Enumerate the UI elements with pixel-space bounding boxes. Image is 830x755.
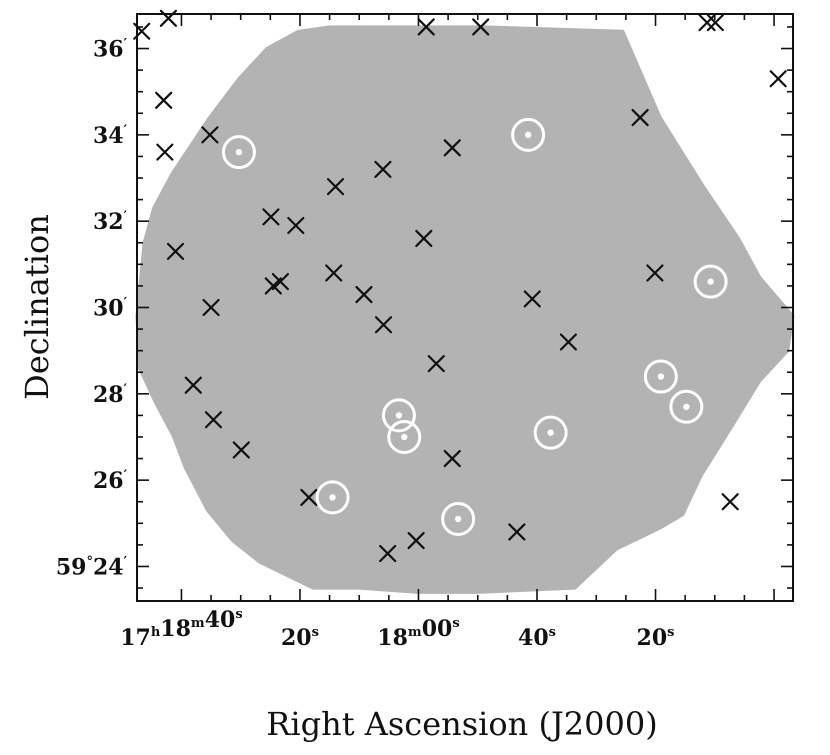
- x-marker-point: [326, 178, 345, 196]
- circle-marker-point: [441, 501, 476, 536]
- x-marker-point: [166, 242, 185, 260]
- y-tick-label: 32′: [93, 209, 128, 235]
- circle-marker-point: [387, 419, 422, 454]
- x-marker-point: [379, 544, 397, 563]
- circle-marker-point: [511, 117, 546, 152]
- x-marker-point: [415, 229, 433, 248]
- x-marker-point: [706, 14, 724, 32]
- x-marker-point: [427, 355, 445, 373]
- x-marker-point: [443, 449, 461, 468]
- x-tick-label: 17h18m40s: [120, 607, 242, 651]
- circle-marker-point: [315, 480, 350, 515]
- x-marker-point: [374, 316, 393, 334]
- x-marker-point: [155, 91, 173, 109]
- x-marker-point: [271, 273, 290, 291]
- y-tick-label: 36′: [93, 37, 128, 63]
- x-tick-label: 18m00s: [377, 616, 459, 651]
- x-marker-point: [472, 18, 490, 36]
- x-marker-point: [646, 264, 664, 282]
- axis-ticks: [137, 14, 793, 601]
- x-marker-point: [287, 216, 305, 235]
- x-marker-series: [133, 9, 787, 563]
- coverage-polygon: [135, 25, 795, 594]
- x-marker-point: [232, 441, 250, 459]
- x-tick-labels: 17h18m40s 20s 18m00s 40s 20s: [120, 607, 674, 651]
- circle-marker-point: [643, 359, 678, 394]
- circle-marker-point: [381, 398, 416, 433]
- x-marker-point: [201, 126, 219, 144]
- x-marker-point: [523, 290, 541, 308]
- x-marker-point: [184, 376, 202, 394]
- y-tick-label: 34′: [93, 123, 128, 149]
- x-marker-point: [769, 70, 787, 88]
- circle-marker-point: [669, 389, 704, 424]
- y-axis-title: Declination: [18, 214, 56, 400]
- circle-marker-point: [693, 264, 728, 299]
- x-marker-point: [355, 285, 373, 304]
- x-marker-point: [721, 493, 739, 511]
- x-marker-point: [374, 160, 392, 178]
- y-tick-label: 28′: [93, 382, 128, 408]
- circle-marker-point: [533, 415, 568, 450]
- x-tick-label: 20s: [281, 625, 319, 651]
- x-marker-point: [300, 488, 318, 507]
- x-tick-label: 40s: [518, 625, 556, 651]
- y-tick-label: 59°24′: [56, 554, 128, 580]
- y-tick-label: 30′: [93, 296, 128, 322]
- circle-marker-point: [221, 135, 256, 170]
- x-tick-label: 20s: [637, 625, 675, 651]
- y-tick-labels: 59°24′ 26′ 28′ 30′ 32′ 34′ 36′: [56, 37, 128, 581]
- x-marker-point: [407, 531, 425, 550]
- survey-coverage-region: [135, 25, 795, 594]
- x-marker-point: [325, 264, 343, 282]
- x-marker-point: [417, 18, 435, 36]
- x-marker-point: [698, 14, 716, 32]
- circle-marker-series: [221, 117, 728, 536]
- x-marker-point: [262, 208, 280, 226]
- x-marker-point: [443, 139, 461, 157]
- y-tick-label: 26′: [93, 468, 128, 494]
- x-marker-point: [559, 333, 578, 351]
- x-marker-point: [202, 298, 220, 317]
- x-marker-point: [156, 143, 174, 161]
- x-marker-point: [631, 108, 649, 127]
- x-marker-point: [508, 523, 526, 541]
- x-marker-point: [204, 411, 223, 429]
- x-axis-title: Right Ascension (J2000): [266, 705, 657, 743]
